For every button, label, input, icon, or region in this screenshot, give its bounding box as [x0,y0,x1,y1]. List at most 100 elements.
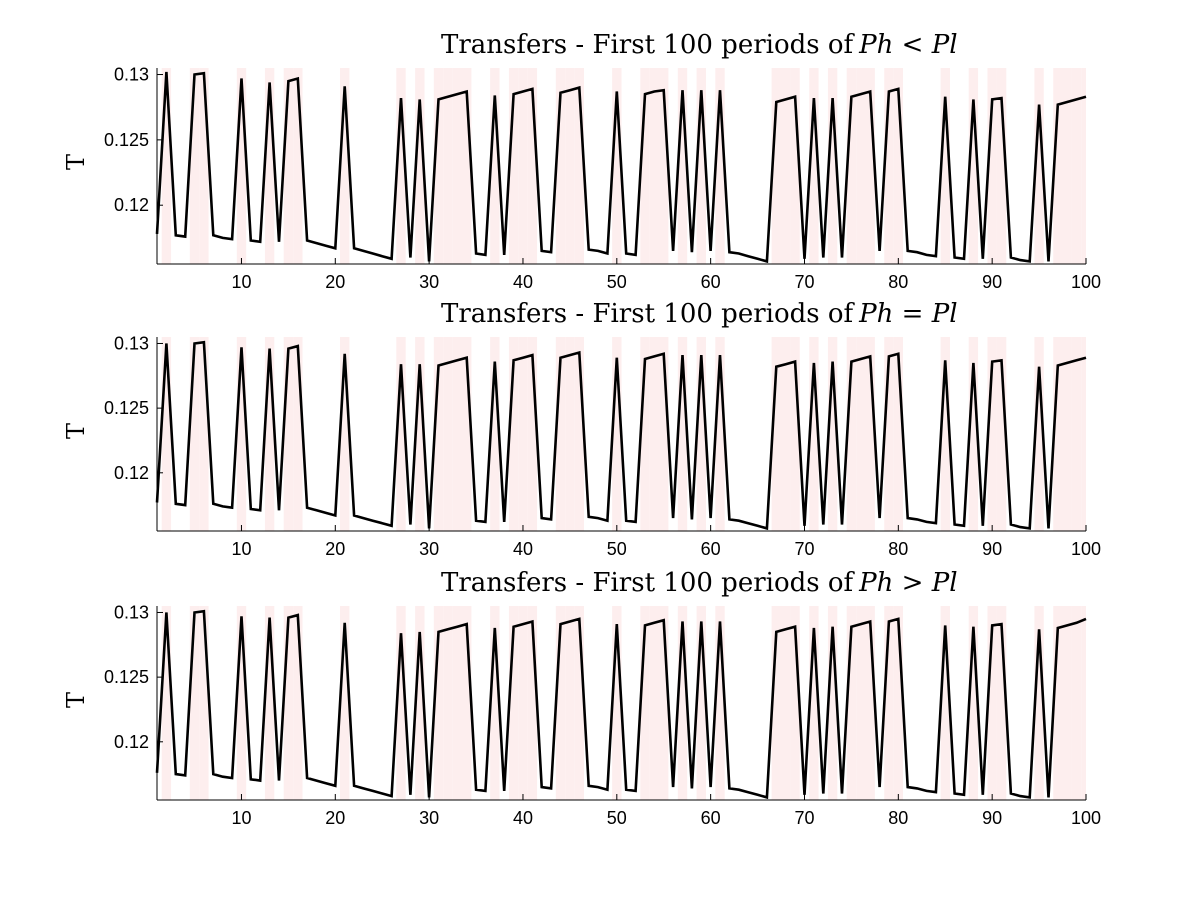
state-band [433,606,444,800]
y-tick-label: 0.13 [114,333,149,353]
state-band [1034,68,1044,264]
subplot-3-axes: 10 20 30 40 50 60 70 80 90 100 0.12 0.125 0.13 [104,602,1101,828]
state-band [508,606,519,800]
series-line-1 [155,71,1087,264]
state-band [790,337,800,531]
x-tick-label: 10 [231,539,251,559]
x-tick-label: 30 [419,272,439,292]
state-band [1062,606,1072,800]
state-band [781,68,791,264]
state-band [161,337,172,531]
state-band [527,337,538,531]
state-band [443,606,453,800]
state-band [677,68,688,264]
state-band [856,606,866,800]
state-band [968,606,979,800]
state-band [1081,606,1086,800]
state-band [283,68,294,264]
state-band [696,606,706,800]
x-tick-label: 50 [607,808,627,828]
state-band [283,606,294,800]
x-tick-label: 20 [325,539,345,559]
state-band [340,68,350,264]
subplot-2-axes: 10 20 30 40 50 60 70 80 90 100 0.12 0.125 0.13 [104,333,1101,559]
state-band [893,68,903,264]
state-band [518,337,528,531]
state-band [527,68,538,264]
state-band [715,337,725,531]
state-band [452,606,462,800]
state-band [1081,68,1086,264]
series-line-1 [155,340,1087,531]
x-tick-label: 50 [607,539,627,559]
subplot-2: Transfers - First 100 periods of Ph = Pl … [62,299,1101,559]
state-band [649,606,660,800]
state-band [827,606,838,800]
state-band [189,337,200,531]
state-band [771,606,781,800]
subplot-3: Transfers - First 100 periods of Ph > Pl … [62,568,1101,828]
x-tick-label: 20 [325,272,345,292]
state-band [1062,68,1072,264]
state-band [396,337,406,531]
state-band [809,606,819,800]
subplot-3-ylabel: T [62,692,90,708]
subplot-3-title-math: Ph > Pl [858,568,957,598]
x-tick-label: 100 [1071,272,1101,292]
state-band [996,606,1007,800]
x-tick-label: 80 [888,539,908,559]
subplot-2-title: Transfers - First 100 periods of Ph = Pl [441,299,958,329]
state-band [696,68,706,264]
state-band [846,337,857,531]
state-band [1071,606,1082,800]
state-band [264,337,275,531]
state-band [865,337,875,531]
state-band [968,337,979,531]
state-band [771,68,781,264]
state-band [715,68,725,264]
state-band [396,606,406,800]
state-band [649,68,660,264]
subplot-1: Transfers - First 100 periods of Ph < Pl … [62,30,1101,292]
state-band [696,337,706,531]
state-band [415,337,425,531]
state-band [1053,606,1063,800]
state-band [490,337,500,531]
state-band [996,337,1007,531]
x-tick-label: 40 [513,808,533,828]
y-tick-label: 0.13 [114,65,149,85]
x-tick-label: 80 [888,272,908,292]
subplot-2-title-math: Ph = Pl [858,299,957,329]
subplot-2-state-bands [161,337,1086,531]
x-tick-label: 20 [325,808,345,828]
state-band [462,606,472,800]
state-band [790,68,800,264]
state-band [893,337,903,531]
state-band [527,606,538,800]
state-band [1081,337,1086,531]
state-band [809,68,819,264]
x-tick-label: 70 [794,808,814,828]
subplot-1-ylabel: T [62,154,90,170]
state-band [574,337,584,531]
x-tick-label: 60 [701,539,721,559]
state-band [1053,68,1063,264]
state-band [827,68,838,264]
state-band [1053,337,1063,531]
x-tick-label: 50 [607,272,627,292]
state-band [649,337,660,531]
y-tick-label: 0.12 [114,463,149,483]
state-band [340,606,350,800]
state-band [293,606,303,800]
state-band [283,337,294,531]
state-band [199,606,209,800]
state-band [518,68,528,264]
state-band [715,606,725,800]
state-band [640,337,650,531]
state-band [1034,606,1044,800]
state-band [199,337,209,531]
x-tick-label: 40 [513,272,533,292]
state-band [452,68,462,264]
state-band [1062,337,1072,531]
